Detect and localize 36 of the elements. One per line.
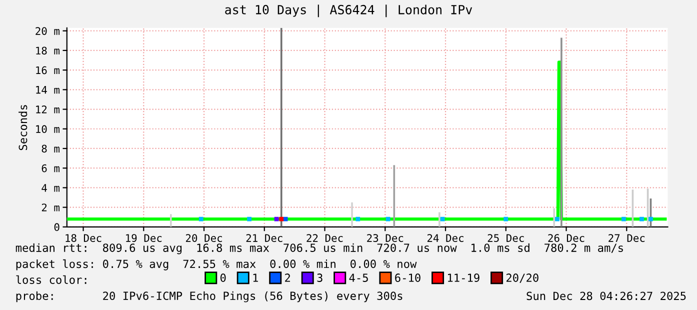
text: median rtt: 809.6 us avg 16.8 ms max 706.5 us min 720.7 us now 1.0 ms sd 780.2 m am/s	[16, 243, 623, 254]
x-tick-label: 21 Dec	[246, 234, 282, 242]
y-tick-label: 2 m	[42, 204, 60, 212]
text: packet loss: 0.75 % avg 72.55 % max 0.00 % min 0.00 % now	[16, 259, 417, 270]
text: probe: 20 IPv6-ICMP Echo Pings (56 Bytes) every 300s	[16, 291, 402, 302]
y-axis-title: Seconds	[18, 105, 28, 150]
y-tick-label: 12 m	[36, 106, 60, 114]
text: loss color:	[16, 275, 86, 284]
x-tick-label: 27 Dec	[608, 234, 645, 242]
legend-label: 6-10	[395, 274, 420, 282]
legend-label: 3	[317, 274, 322, 282]
y-tick-label: 6 m	[42, 164, 60, 172]
x-tick-label: 22 Dec	[306, 234, 343, 242]
legend-label: 11-19	[448, 274, 480, 282]
y-tick-label: 20 m	[36, 27, 60, 35]
x-tick-label: 24 Dec	[427, 234, 464, 242]
text: Sun Dec 28 04:26:27 2025	[526, 292, 686, 300]
y-tick-label: 0	[54, 223, 60, 232]
x-tick-label: 26 Dec	[548, 234, 584, 242]
y-tick-label: 4 m	[42, 184, 60, 192]
y-tick-label: 18 m	[36, 46, 60, 55]
legend-label: 1	[253, 274, 258, 282]
x-tick-label: 25 Dec	[488, 234, 524, 242]
y-tick-label: 14 m	[36, 86, 60, 94]
legend-label: 20/20	[506, 274, 538, 283]
chart-title: ast 10 Days | AS6424 | London IPv	[225, 4, 472, 18]
y-tick-label: 10 m	[36, 125, 60, 134]
legend-label: 0	[220, 274, 226, 282]
legend-label: 2	[285, 274, 290, 282]
x-tick-label: 20 Dec	[186, 234, 222, 242]
y-tick-label: 8 m	[42, 144, 60, 153]
y-tick-label: 16 m	[36, 66, 60, 74]
x-tick-label: 19 Dec	[126, 234, 162, 242]
legend-label: 4-5	[349, 274, 368, 282]
x-tick-label: 18 Dec	[66, 234, 102, 242]
x-tick-label: 23 Dec	[367, 234, 404, 242]
